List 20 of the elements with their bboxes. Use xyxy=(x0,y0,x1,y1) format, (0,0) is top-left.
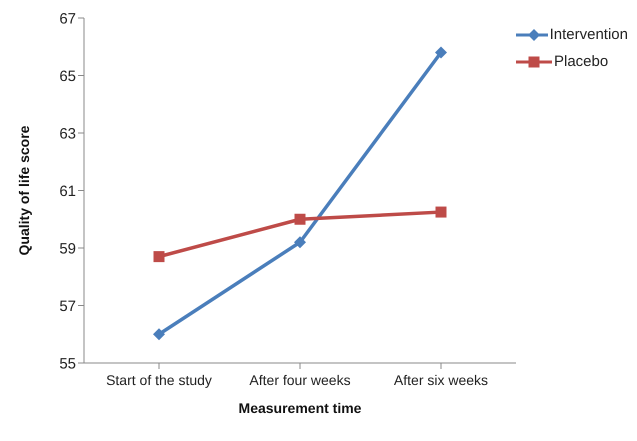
point xyxy=(154,251,164,262)
legend-label: Placebo xyxy=(554,53,608,70)
y-axis-title: Quality of life score xyxy=(16,125,32,256)
y-tick-label: 65 xyxy=(59,68,76,85)
legend-label: Intervention xyxy=(550,26,628,43)
y-tick-label: 59 xyxy=(59,240,76,258)
y-tick-label: 55 xyxy=(59,355,76,372)
y-tick-label: 67 xyxy=(59,10,76,28)
point xyxy=(153,328,165,340)
point xyxy=(294,236,306,248)
point xyxy=(436,206,446,218)
x-tick-label: After six weeks xyxy=(394,372,488,388)
y-tick-label: 57 xyxy=(59,298,76,315)
y-tick-label: 61 xyxy=(59,182,76,200)
x-axis-title: Measurement time xyxy=(238,400,362,416)
y-tick-label: 63 xyxy=(59,125,76,142)
point xyxy=(294,214,306,225)
x-tick-label: After four weeks xyxy=(249,372,351,388)
x-tick-label: Start of the study xyxy=(106,372,212,388)
point xyxy=(435,46,447,58)
